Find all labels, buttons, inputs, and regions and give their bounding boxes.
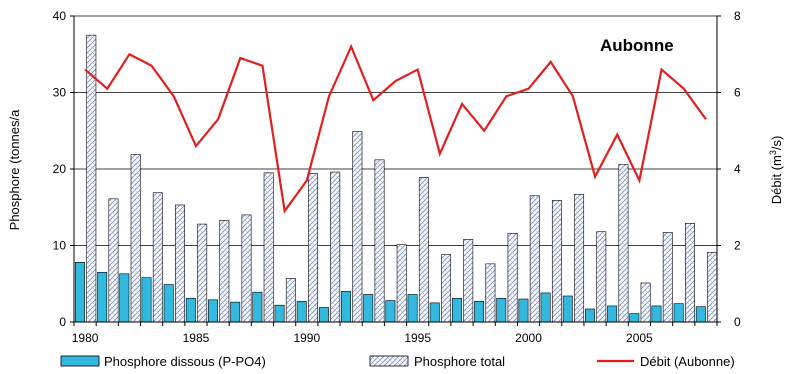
bar-dissolved-1982 — [119, 273, 130, 323]
bar-dissolved-2004 — [607, 305, 618, 323]
bar-total-1995 — [418, 177, 429, 323]
bar-dissolved-1987 — [230, 301, 241, 323]
bar-dissolved-1988 — [252, 291, 263, 323]
bar-total-2000 — [529, 195, 540, 323]
axes: 0 10 20 30 40 0 2 4 6 8 1980 1985 1990 1995 2000 2005 — [53, 9, 741, 345]
bar-dissolved-1998 — [474, 301, 485, 323]
bar-dissolved-1984 — [163, 284, 174, 323]
legend-label-dissolved: Phosphore dissous (P-PO4) — [104, 354, 266, 369]
y-tick-label-right: 8 — [734, 9, 741, 23]
bar-total-1989 — [285, 278, 296, 323]
bar-dissolved-1991 — [318, 307, 329, 323]
bar-dissolved-2007 — [673, 303, 684, 323]
legend-swatch-dissolved — [60, 355, 100, 367]
x-tick-label: 1995 — [404, 331, 431, 345]
bar-total-2005 — [640, 282, 651, 323]
bar-total-1982 — [130, 154, 141, 323]
bar-dissolved-1997 — [451, 297, 462, 323]
bar-total-1991 — [330, 171, 341, 323]
bar-total-2003 — [596, 231, 607, 323]
bar-dissolved-1992 — [341, 291, 352, 323]
y-tick-label-left: 0 — [59, 315, 66, 329]
bar-dissolved-1999 — [496, 297, 507, 323]
bar-dissolved-2000 — [518, 298, 529, 323]
x-tick-label: 2005 — [626, 331, 653, 345]
bar-dissolved-1980 — [75, 262, 85, 323]
bar-dissolved-1993 — [363, 294, 374, 323]
y-tick-label-left: 10 — [53, 239, 67, 253]
y-axis-title-left: Phosphore (tonnes/a — [7, 109, 22, 230]
bar-total-1990 — [308, 173, 318, 323]
bar-dissolved-1981 — [97, 271, 108, 323]
flow-line — [84, 43, 707, 214]
bar-total-1994 — [396, 244, 407, 323]
legend-label-total: Phosphore total — [414, 354, 505, 369]
bar-dissolved-2002 — [562, 295, 573, 323]
bar-total-1985 — [197, 223, 208, 323]
legend-label-flow: Débit (Aubonne) — [640, 354, 735, 369]
bar-total-1981 — [108, 198, 119, 323]
bar-total-2006 — [662, 232, 673, 323]
bar-total-2007 — [684, 223, 695, 323]
bar-total-1998 — [485, 263, 496, 323]
x-tick-label: 1985 — [183, 331, 210, 345]
bar-dissolved-1986 — [208, 299, 218, 323]
line-flow — [84, 43, 707, 214]
bar-total-2004 — [618, 164, 629, 323]
bar-total-1993 — [374, 159, 385, 323]
bar-total-2008 — [707, 252, 718, 323]
legend-swatch-total — [369, 355, 409, 367]
bar-total-2002 — [574, 193, 585, 323]
x-tick-label: 1980 — [72, 331, 99, 345]
gridlines — [74, 15, 717, 246]
bar-dissolved-2005 — [629, 313, 640, 323]
x-tick-label: 1990 — [293, 331, 320, 345]
y-tick-label-right: 6 — [734, 86, 741, 100]
bar-dissolved-1985 — [185, 297, 196, 323]
bar-total-1988 — [263, 172, 274, 323]
bar-dissolved-2001 — [540, 292, 551, 323]
bar-total-2001 — [551, 200, 562, 323]
bar-dissolved-2008 — [695, 306, 706, 323]
bar-total-1997 — [463, 239, 474, 323]
bar-dissolved-1994 — [385, 300, 396, 323]
bar-dissolved-2003 — [584, 308, 595, 323]
bar-dissolved-1989 — [274, 304, 285, 323]
bar-total-1984 — [175, 204, 185, 323]
bar-dissolved-1990 — [296, 301, 307, 323]
bar-dissolved-1983 — [141, 277, 152, 323]
y-tick-label-right: 2 — [734, 239, 741, 253]
bar-dissolved-1995 — [407, 294, 418, 323]
y-tick-label-left: 20 — [53, 162, 67, 176]
bar-total-1992 — [352, 131, 363, 323]
bar-dissolved-2006 — [651, 305, 662, 323]
x-tick-label: 2000 — [515, 331, 542, 345]
bar-dissolved-1996 — [429, 302, 440, 323]
bar-total-1996 — [441, 254, 452, 323]
bars — [75, 34, 718, 323]
bar-total-1987 — [241, 214, 252, 323]
y-tick-label-left: 30 — [53, 86, 67, 100]
y-tick-label-right: 0 — [734, 315, 741, 329]
legend: Phosphore dissous (P-PO4) Phosphore tota… — [60, 354, 735, 369]
y-tick-label-right: 4 — [734, 162, 741, 176]
bar-total-1986 — [219, 219, 230, 323]
y-axis-title-right: Débit (m3/s) — [768, 136, 784, 205]
y-tick-label-left: 40 — [53, 9, 67, 23]
chart-annotation: Aubonne — [600, 36, 674, 55]
bar-total-1983 — [152, 192, 163, 323]
bar-total-1999 — [507, 232, 518, 323]
